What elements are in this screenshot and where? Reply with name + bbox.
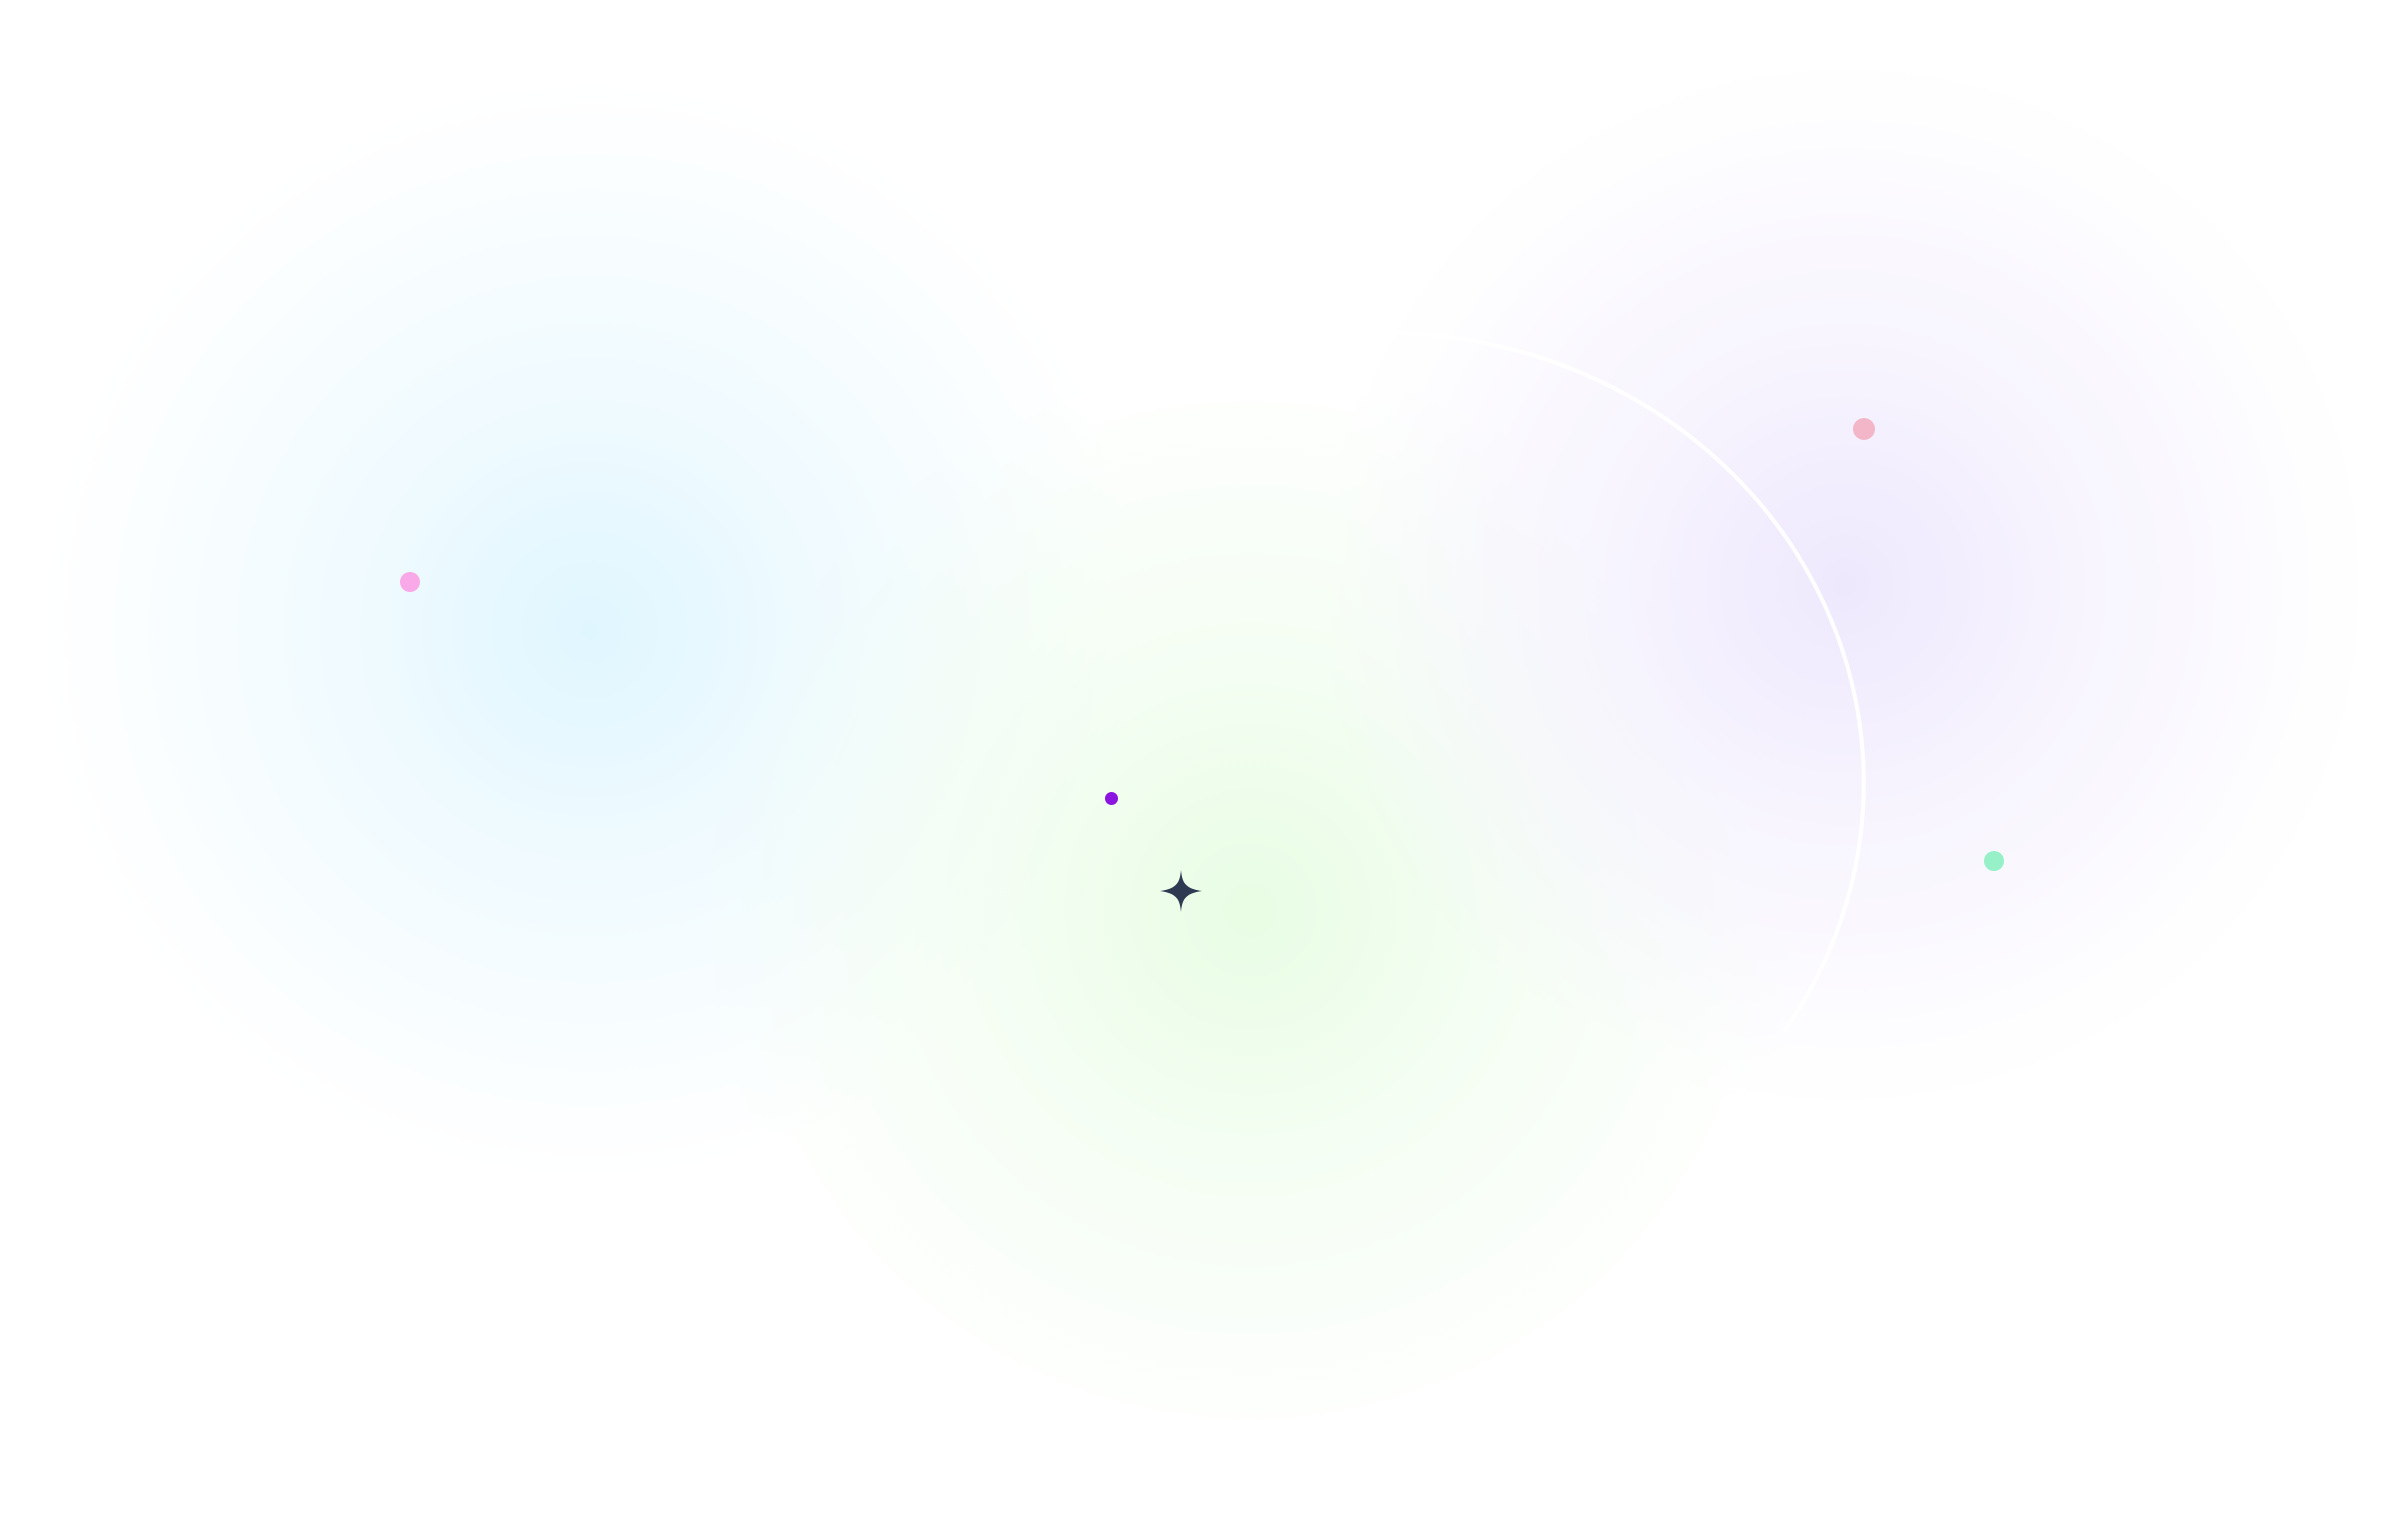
rose-dot: [1853, 418, 1875, 440]
cyan-glow-blob: [40, 80, 1140, 1180]
purple-dot: [1105, 792, 1118, 805]
mint-dot: [1984, 851, 2004, 871]
green-glow-blob: [700, 360, 1800, 1460]
sparkle-icon: [1160, 870, 1202, 912]
violet-glow-blob: [1320, 60, 2370, 1110]
pink-dot: [400, 572, 420, 592]
